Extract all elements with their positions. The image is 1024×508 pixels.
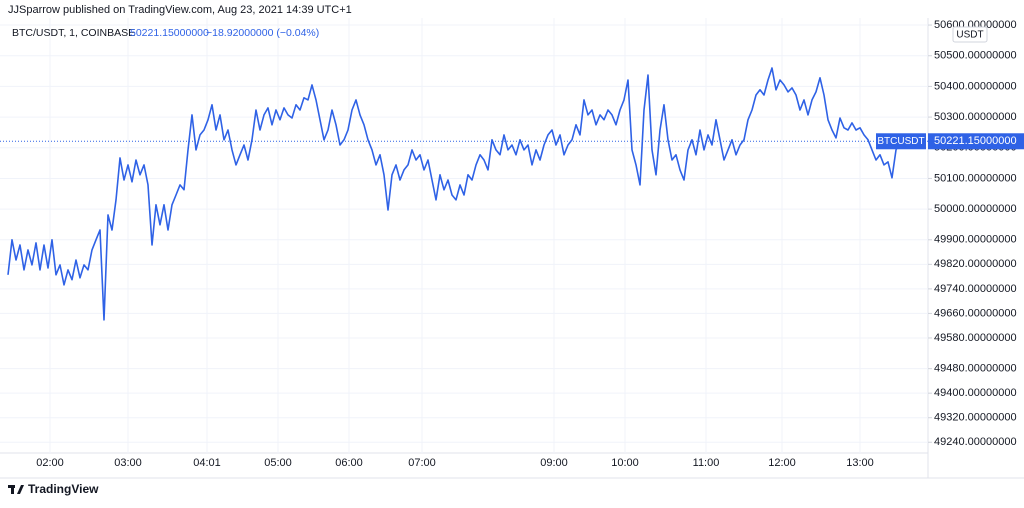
y-tick-label: 49480.00000000 xyxy=(934,363,1017,375)
y-tick-label: 50500.00000000 xyxy=(934,50,1017,62)
x-tick-label: 04:01 xyxy=(193,457,221,469)
y-tick-label: 49240.00000000 xyxy=(934,436,1017,448)
price-label: 50221.15000000 xyxy=(934,135,1017,147)
currency: USDT xyxy=(956,30,983,41)
series-label: BTCUSDT xyxy=(877,136,924,147)
x-tick-label: 12:00 xyxy=(768,457,796,469)
y-tick-label: 50400.00000000 xyxy=(934,80,1017,92)
grid xyxy=(0,18,928,453)
x-tick-label: 11:00 xyxy=(693,457,720,469)
x-tick-label: 05:00 xyxy=(264,457,292,469)
series-label-box xyxy=(876,133,926,150)
publisher-line: JJSparrow published on TradingView.com, … xyxy=(8,4,352,16)
price-label-box xyxy=(928,133,1024,150)
x-tick-label: 09:00 xyxy=(540,457,568,469)
y-tick-label: 50300.00000000 xyxy=(934,111,1017,123)
header-change: −18.92000000 (−0.04%) xyxy=(206,27,319,39)
y-tick-label: 49580.00000000 xyxy=(934,332,1017,344)
plot xyxy=(0,67,928,321)
x-tick-label: 03:00 xyxy=(114,457,142,469)
y-tick-label: 50000.00000000 xyxy=(934,203,1017,215)
x-tick-label: 06:00 xyxy=(335,457,363,469)
y-tick-label: 49660.00000000 xyxy=(934,307,1017,319)
y-tick-label: 49900.00000000 xyxy=(934,234,1017,246)
x-tick-label: 02:00 xyxy=(36,457,64,469)
x-tick-label: 10:00 xyxy=(611,457,639,469)
y-tick-label: 50100.00000000 xyxy=(934,172,1017,184)
symbol: BTC/USDT, 1, COINBASE xyxy=(12,27,135,39)
price-line xyxy=(7,67,901,321)
y-tick-label: 49820.00000000 xyxy=(934,258,1017,270)
axes: 50600.0000000050500.0000000050400.000000… xyxy=(36,19,1024,469)
y-tick-label: 49740.00000000 xyxy=(934,283,1017,295)
header-price: 50221.15000000 xyxy=(130,27,209,39)
logo xyxy=(8,485,24,494)
x-tick-label: 13:00 xyxy=(846,457,874,469)
x-tick-label: 07:00 xyxy=(408,457,436,469)
y-tick-label: 49320.00000000 xyxy=(934,412,1017,424)
footer-brand: TradingView xyxy=(28,482,99,496)
currency-box xyxy=(952,26,988,43)
y-tick-label: 49400.00000000 xyxy=(934,387,1017,399)
